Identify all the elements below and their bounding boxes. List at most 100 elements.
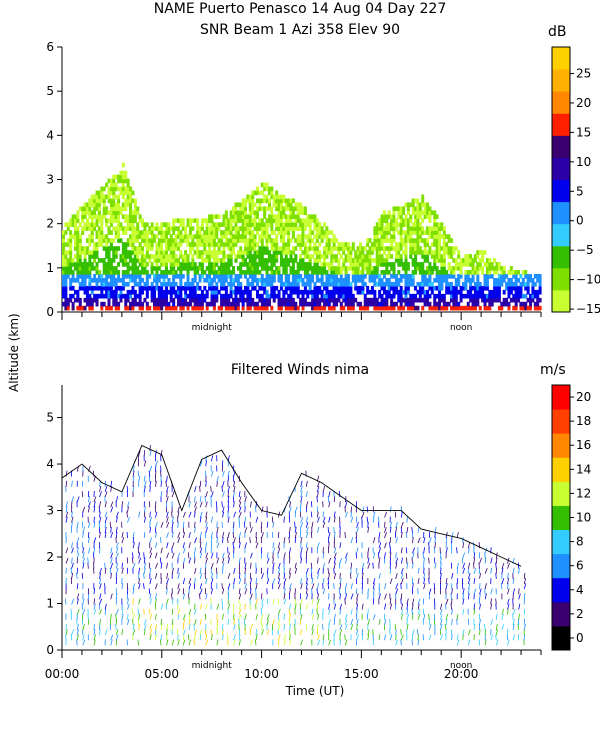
snr-cell — [117, 293, 121, 299]
snr-cell — [519, 289, 523, 295]
snr-cell — [153, 226, 157, 231]
wind-barb — [322, 562, 326, 569]
snr-cell — [318, 285, 322, 291]
wind-barb — [238, 562, 241, 569]
snr-cell — [505, 297, 509, 303]
snr-cell — [385, 258, 389, 263]
snr-cell — [428, 285, 432, 291]
snr-cell — [107, 198, 111, 204]
wind-barb — [277, 624, 281, 631]
snr-cell — [198, 242, 202, 247]
snr-cell — [260, 226, 264, 231]
snr-cell — [301, 250, 305, 255]
snr-cell — [229, 293, 233, 299]
wind-barb — [155, 460, 158, 467]
snr-cell — [423, 210, 427, 216]
wind-barb — [395, 562, 398, 569]
snr-cell — [327, 277, 331, 283]
snr-cell — [399, 277, 403, 283]
wind-barb — [205, 511, 208, 518]
snr-cell — [220, 277, 224, 283]
snr-cell — [272, 242, 276, 247]
snr-cell — [296, 277, 300, 283]
snr-cell — [93, 293, 97, 299]
wind-barb — [372, 578, 376, 585]
snr-cell — [205, 305, 209, 311]
wind-barb — [210, 618, 212, 625]
snr-cell — [81, 210, 85, 216]
snr-cell — [160, 242, 164, 247]
snr-cell — [267, 297, 271, 303]
wind-barb — [87, 506, 90, 513]
wind-barb — [445, 578, 448, 585]
wind-barb — [93, 639, 96, 646]
snr-cell — [481, 250, 485, 255]
snr-cell — [117, 246, 121, 251]
snr-cell — [452, 293, 456, 299]
snr-cell — [284, 274, 288, 279]
snr-cell — [102, 194, 106, 200]
snr-cell — [169, 226, 173, 231]
snr-cell — [347, 277, 350, 283]
snr-cell — [217, 250, 221, 255]
snr-cell — [62, 258, 65, 263]
wind-barb — [289, 501, 292, 508]
snr-cell — [287, 285, 291, 291]
wind-barb — [322, 577, 325, 585]
snr-cell — [449, 293, 453, 299]
snr-cell — [423, 274, 427, 279]
snr-cell — [62, 262, 65, 267]
snr-cell — [490, 301, 494, 307]
snr-cell — [102, 258, 106, 263]
snr-cell — [294, 285, 298, 291]
snr-cell — [399, 234, 403, 239]
snr-cell — [150, 230, 154, 235]
snr-cell — [342, 305, 346, 311]
snr-cell — [399, 218, 403, 223]
snr-cell — [428, 218, 432, 223]
snr-cell — [88, 281, 92, 287]
snr-cell — [284, 198, 288, 204]
snr-cell — [394, 242, 398, 247]
snr-cell — [181, 222, 185, 227]
snr-cell — [433, 258, 437, 263]
snr-cell — [445, 234, 449, 239]
wind-barb — [389, 542, 391, 549]
snr-cell — [416, 226, 420, 231]
snr-cell — [524, 274, 528, 279]
wind-barb — [462, 634, 464, 641]
snr-cell — [162, 277, 166, 283]
snr-cell — [461, 305, 465, 311]
snr-cell — [382, 238, 386, 243]
snr-cell — [186, 301, 190, 307]
snr-cell — [270, 222, 274, 227]
snr-cell — [313, 250, 317, 255]
snr-cell — [308, 246, 312, 251]
wind-barb — [155, 613, 157, 620]
snr-cell — [485, 281, 489, 287]
wind-barb — [294, 537, 297, 544]
snr-cell — [394, 277, 398, 283]
snr-cell — [81, 226, 85, 231]
snr-cell — [526, 285, 530, 291]
snr-cell — [184, 250, 188, 255]
wind-barb — [400, 603, 404, 610]
snr-cell — [241, 305, 245, 311]
snr-cell — [112, 198, 116, 204]
snr-cell — [112, 250, 116, 255]
snr-cell — [227, 222, 231, 227]
wind-barb — [227, 552, 230, 559]
wind-barb — [177, 588, 181, 595]
snr-cell — [93, 246, 97, 251]
snr-cell — [279, 262, 283, 267]
snr-cell — [416, 297, 420, 303]
snr-cell — [461, 285, 465, 291]
snr-cell — [531, 289, 535, 295]
snr-cell — [445, 305, 449, 311]
wind-barb — [177, 532, 181, 539]
snr-cell — [258, 198, 262, 204]
wind-barb — [194, 486, 197, 493]
snr-cell — [284, 218, 288, 223]
snr-cell — [440, 270, 444, 275]
wind-barb — [294, 567, 298, 574]
